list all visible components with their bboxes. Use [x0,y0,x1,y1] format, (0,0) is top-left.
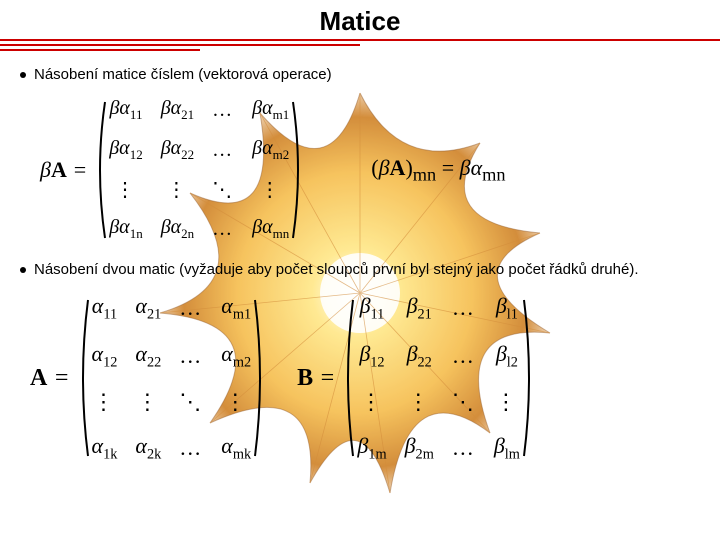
eq1-rhs-sub2: mn [482,164,505,184]
matrix-cell: βα21 [161,97,194,123]
matrix-cell: β2m [405,433,434,463]
left-paren-icon [76,289,90,468]
matrix-cell: α2k [135,433,161,463]
matrix-cell: ⋮ [260,177,282,202]
matrix-cell: αm2 [221,341,251,371]
matrix-cell: … [452,343,476,369]
matrix-cell: βαmn [252,216,289,242]
matrix-cell: β11 [360,293,385,323]
matrix-cell: βα1n [109,216,142,242]
equation-two-matrices: A = α11 α21 … αm1 α12 α22 … αm2 ⋮ ⋮ ⋱ ⋮ α1k α2k … αmk B… [30,289,720,468]
matrix-cell: ⋮ [224,389,248,415]
matrix-cell: ⋮ [92,389,116,415]
matrix-cell: βl1 [496,293,518,323]
matrix-cell: α1k [92,433,118,463]
matrix-cell: βα22 [161,137,194,163]
matrix-cell: αm1 [221,293,251,323]
matrix-cell: βl2 [496,341,518,371]
eq1-rhs-eq: = [442,155,460,180]
right-paren-icon [291,93,305,246]
eq1-rhs-r: βα [460,155,483,180]
matrix-cell: αmk [221,433,251,463]
matrix-cell: βα2n [161,216,194,242]
title-rules [0,39,720,51]
matrix-cell: ⋮ [136,389,160,415]
eq2-B-matrix: β11 β21 … βl1 β12 β22 … βl2 ⋮ ⋮ ⋱ ⋮ β1m β2m … βlm [341,289,536,468]
eq1-rhs: (βA)mn = βαmn [371,155,505,185]
equation-scalar-mult: βA = βα11βα21…βαm1βα12βα22…βαm2⋮⋮⋱⋮βα1nβ… [40,93,720,246]
eq1-matrix: βα11 βα21 … βαm1 βα12 βα22 … βαm2 ⋮ ⋮ ⋱ ⋮ βα1n βα2n … β… [93,93,305,246]
matrix-cell: β22 [407,341,432,371]
eq2-B-lhs: B = [297,365,335,392]
matrix-cell: βα11 [109,97,142,123]
matrix-cell: … [179,343,203,369]
left-paren-icon [93,93,107,246]
matrix-cell: ⋮ [166,177,188,202]
matrix-cell: … [452,295,476,321]
matrix-cell: ⋮ [495,389,519,415]
matrix-cell: β21 [407,293,432,323]
matrix-cell: … [452,435,476,461]
matrix-cell: ⋱ [212,177,234,202]
matrix-cell: ⋮ [115,177,137,202]
right-paren-icon [522,289,536,468]
eq1-lhs: βA = [40,157,87,183]
matrix-cell: βαm1 [252,97,289,123]
matrix-cell: βαm2 [252,137,289,163]
eq2-A-lhs: A = [30,365,70,392]
matrix-cell: βlm [494,433,520,463]
matrix-cell: ⋱ [179,389,203,415]
bullet-1-text: Násobení matice číslem (vektorová operac… [34,65,332,85]
eq1-rhs-sub1: mn [413,164,436,184]
eq2-A-matrix: α11 α21 … αm1 α12 α22 … αm2 ⋮ ⋮ ⋱ ⋮ α1k α2k … αmk [76,289,268,468]
matrix-cell: β1m [357,433,386,463]
left-paren-icon [341,289,355,468]
bullet-1: Násobení matice číslem (vektorová operac… [0,65,720,85]
bullet-2: Násobení dvou matic (vyžaduje aby počet … [0,260,720,280]
matrix-cell: … [179,435,203,461]
right-paren-icon [253,289,267,468]
matrix-cell: α12 [92,341,118,371]
matrix-cell: ⋮ [360,389,384,415]
matrix-cell: … [212,218,234,241]
matrix-cell: ⋱ [452,389,476,415]
bullet-dot-icon [20,267,26,273]
matrix-cell: … [212,99,234,122]
matrix-cell: βα12 [109,137,142,163]
matrix-cell: α11 [92,293,117,323]
matrix-cell: ⋮ [407,389,431,415]
matrix-cell: β12 [359,341,384,371]
matrix-cell: α21 [135,293,161,323]
bullet-2-text: Násobení dvou matic (vyžaduje aby počet … [34,260,639,280]
bullet-dot-icon [20,72,26,78]
matrix-cell: α22 [135,341,161,371]
matrix-cell: … [212,139,234,162]
matrix-cell: … [179,295,203,321]
slide-title: Matice [0,0,720,37]
